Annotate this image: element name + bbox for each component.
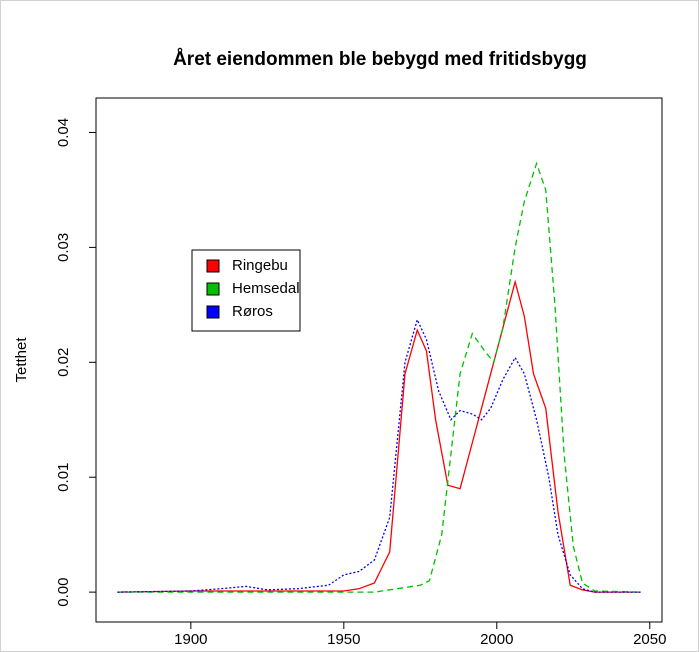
legend-label: Røros [232,303,273,320]
y-tick-label: 0.03 [55,233,72,262]
y-axis-label: Tetthet [13,337,30,383]
chart-title: Året eiendommen ble bebygd med fritidsby… [173,49,587,70]
legend-swatch [206,305,220,319]
series-line [117,317,641,593]
x-tick-label: 1950 [327,631,360,648]
y-tick-label: 0.02 [55,348,72,377]
x-tick-label: 2050 [633,631,666,648]
series-line [117,161,641,593]
legend-swatch [206,259,220,273]
y-tick-label: 0.04 [55,118,72,147]
legend-label: Hemsedal [232,280,300,297]
series-line [117,279,641,593]
y-tick-label: 0.01 [55,463,72,492]
legend-label: Ringebu [232,257,288,274]
x-tick-label: 2000 [480,631,513,648]
plot-box [95,97,663,623]
y-tick-label: 0.00 [55,578,72,607]
x-tick-label: 1900 [174,631,207,648]
legend-swatch [206,282,220,296]
